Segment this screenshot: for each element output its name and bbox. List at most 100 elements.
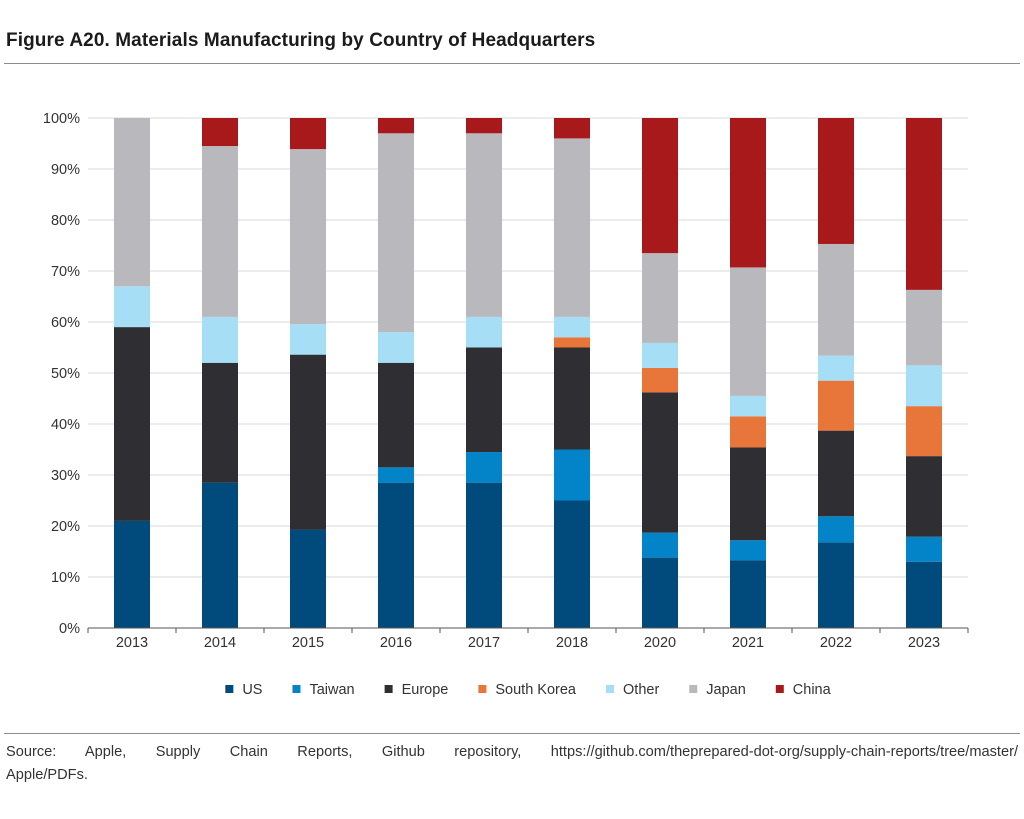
bar-segment-japan [730,267,766,396]
legend-label: Europe [402,682,449,698]
axes: 0% 10% 20% 30% 40% 50% 60% 70% 80% 90% 100% 2013 201… [43,111,969,651]
bar-segment-japan [378,133,414,333]
legend-item: Europe [384,682,449,698]
bar-segment-china [906,118,942,290]
bar-segment-china [554,118,590,139]
y-tick-label: 20% [51,519,80,535]
bar-segment-other [290,324,326,355]
bar-segment-taiwan [818,516,854,543]
bar-segment-japan [290,149,326,325]
bar-segment-other [114,286,150,328]
x-tick-label: 2017 [468,635,500,651]
x-tick-label: 2014 [204,635,236,651]
y-tick-label: 80% [51,213,80,229]
figure-title: Figure A20. Materials Manufacturing by C… [6,30,596,51]
bar-segment-europe [114,327,150,521]
legend-swatch [606,685,615,693]
y-tick-label: 40% [51,417,80,433]
source-divider [4,733,1020,734]
bar-segment-us [818,542,854,628]
bar-segment-us [906,561,942,628]
bar-segment-other [466,316,502,348]
bar-segment-japan [642,253,678,343]
bar-segment-us [466,482,502,628]
bar-segment-south-korea [730,416,766,448]
bar-segment-china [730,118,766,268]
bar-segment-europe [642,392,678,533]
bar-segment-other [554,316,590,338]
bar-segment-europe [290,354,326,530]
bar-segment-japan [906,289,942,366]
x-tick-label: 2022 [820,635,852,651]
bar-segment-other [642,342,678,368]
bar-segment-taiwan [466,452,502,483]
source-text-line2: Apple/PDFs. [6,767,88,783]
bar-segment-china [818,118,854,244]
legend-item: China [775,682,832,698]
bar-segment-china [290,118,326,150]
bar-segment-us [642,557,678,628]
y-tick-label: 70% [51,264,80,280]
bar-segment-china [378,118,414,134]
legend-item: Taiwan [292,682,355,698]
legend-label: Japan [706,682,746,698]
bar-segment-taiwan [554,449,590,501]
bar-segment-europe [466,347,502,453]
legend-item: Japan [689,682,746,698]
bar-segment-taiwan [906,536,942,562]
bar-segment-south-korea [818,380,854,431]
legend-label: China [793,682,832,698]
bar-segment-us [202,482,238,628]
bar-segment-japan [114,118,150,287]
x-tick-label: 2016 [380,635,412,651]
y-tick-label: 100% [43,111,80,127]
bars [114,118,942,628]
bar-segment-china [202,118,238,147]
bar-segment-us [290,529,326,628]
x-tick-label: 2021 [732,635,764,651]
bar-segment-other [378,332,414,363]
bar-segment-japan [202,146,238,317]
x-tick-label: 2020 [644,635,676,651]
legend-swatch [689,685,698,693]
bar-segment-other [730,395,766,417]
bar-segment-south-korea [642,367,678,393]
legend-swatch [384,685,393,693]
bar-segment-china [466,118,502,134]
legend-swatch [292,685,301,693]
title-divider [4,63,1020,64]
x-tick-label: 2018 [556,635,588,651]
legend-swatch [775,685,784,693]
bar-segment-taiwan [378,467,414,483]
x-tick-label: 2015 [292,635,324,651]
legend-item: Other [606,682,659,698]
source-text-line1: Source: Apple, Supply Chain Reports, Git… [6,744,1018,760]
bar-segment-taiwan [730,540,766,561]
y-tick-label: 60% [51,315,80,331]
bar-segment-japan [818,243,854,356]
legend-label: South Korea [495,682,577,698]
bar-segment-japan [466,133,502,317]
legend-swatch [225,685,234,693]
legend-item: US [225,682,262,698]
bar-segment-europe [554,347,590,450]
bar-segment-taiwan [642,532,678,558]
y-tick-label: 30% [51,468,80,484]
bar-segment-other [202,316,238,363]
bar-segment-other [906,365,942,407]
source-note: Source: Apple, Supply Chain Reports, Git… [6,741,1018,787]
y-tick-label: 50% [51,366,80,382]
stacked-bar-chart: 0% 10% 20% 30% 40% 50% 60% 70% 80% 90% 100% 2013 201… [43,111,969,698]
y-tick-label: 90% [51,162,80,178]
legend-label: Other [623,682,659,698]
bar-segment-us [114,520,150,628]
bar-segment-us [378,482,414,628]
bar-segment-south-korea [906,406,942,457]
legend: US Taiwan Europe South Korea Other Japan China [225,682,832,698]
bar-segment-europe [202,362,238,483]
bar-segment-other [818,355,854,381]
bar-segment-europe [378,362,414,468]
bar-segment-south-korea [554,337,590,348]
bar-segment-europe [818,430,854,517]
x-tick-label: 2023 [908,635,940,651]
